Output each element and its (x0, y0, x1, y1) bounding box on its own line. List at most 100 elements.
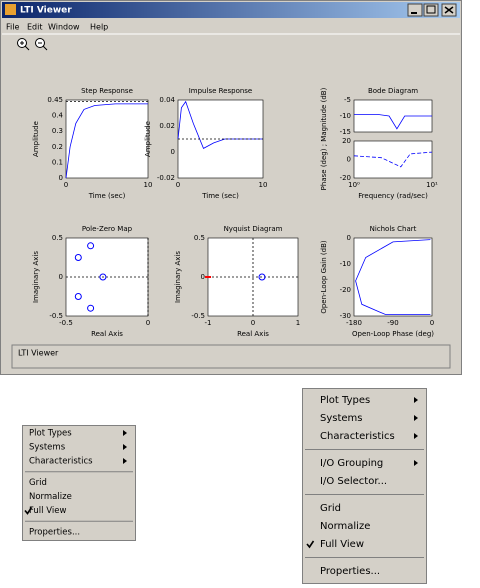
x-tick-label: 10 (144, 181, 153, 189)
y-tick-label: 20 (342, 137, 351, 145)
zoom-in-glyph (20, 41, 30, 51)
x-axis-label: Open-Loop Phase (deg) (352, 330, 434, 338)
response-curve (65, 103, 148, 179)
y-tick-label: 0.02 (159, 122, 175, 130)
menu-item[interactable]: Systems (29, 443, 66, 453)
y-tick-label: -20 (340, 286, 351, 294)
x-tick-label: -1 (205, 319, 212, 327)
menu-item[interactable]: File (6, 23, 19, 32)
zero-marker (87, 304, 95, 312)
plot-title: Step Response (81, 87, 133, 95)
app-icon (5, 4, 16, 15)
y-axis-label: Imaginary Axis (32, 251, 40, 303)
y-tick-label: 0.5 (194, 234, 205, 242)
response-curve (354, 114, 432, 130)
response-curve (355, 239, 431, 315)
x-tick-label: 0 (430, 319, 434, 327)
y-tick-label: 0.5 (52, 234, 63, 242)
y-tick-label: -0.02 (157, 174, 175, 182)
menu-item[interactable]: Characteristics (320, 431, 395, 442)
submenu-arrow (123, 458, 127, 464)
y-tick-label: 0.3 (52, 127, 63, 135)
menu-item[interactable]: Help (90, 23, 108, 32)
y-axis-label: Open-Loop Gain (dB) (320, 240, 328, 314)
toolbar (17, 38, 48, 51)
plot-title: Pole-Zero Map (82, 225, 133, 233)
window-title: LTI Viewer (20, 6, 72, 16)
y-tick-label: 0.4 (52, 112, 64, 120)
plot-title: Bode Diagram (368, 87, 418, 95)
menu-item[interactable]: Systems (320, 413, 363, 424)
menu-item[interactable]: Plot Types (320, 395, 370, 406)
menu-item[interactable]: Full View (320, 539, 364, 550)
check-mark (306, 540, 315, 549)
y-tick-label: 0 (171, 148, 175, 156)
title-bar (2, 2, 460, 18)
status-text: LTI Viewer (18, 349, 59, 358)
menu-item[interactable]: Characteristics (29, 457, 93, 467)
y-tick-label: -15 (340, 128, 351, 136)
menu-item[interactable]: Grid (320, 503, 341, 514)
y-tick-label: -0.5 (49, 312, 63, 320)
y-axis-label: Amplitude (144, 121, 152, 157)
menu-item[interactable]: Full View (29, 506, 66, 516)
response-curve (177, 100, 263, 149)
y-tick-label: -10 (340, 260, 351, 268)
submenu-arrow (414, 433, 418, 439)
plot-axes (353, 140, 433, 179)
zero-marker (74, 254, 82, 261)
y-tick-label: 0.04 (159, 96, 175, 104)
plot-axes (353, 237, 433, 317)
submenu-arrow (414, 460, 418, 466)
submenu-arrow (414, 397, 418, 403)
y-axis-label: Amplitude (32, 121, 40, 157)
y-tick-label: 0 (347, 234, 351, 242)
x-tick-label: -90 (387, 319, 398, 327)
menu-item[interactable]: Edit (27, 23, 43, 32)
menu-item[interactable]: Normalize (29, 492, 72, 502)
menu-item[interactable]: Plot Types (29, 429, 72, 439)
x-axis-label: Real Axis (91, 330, 123, 338)
menu-item[interactable]: Window (48, 23, 80, 32)
submenu-arrow (123, 444, 127, 450)
x-axis-label: Time (sec) (201, 192, 239, 200)
menu-item[interactable]: Grid (29, 478, 47, 488)
x-tick-label: 0 (176, 181, 180, 189)
y-tick-label: 0 (59, 174, 63, 182)
menu-item[interactable]: Properties... (320, 566, 380, 577)
minimize-button[interactable] (407, 3, 423, 17)
x-tick-label: 10¹ (426, 181, 438, 189)
maximize-glyph (426, 5, 436, 14)
y-tick-label: -30 (340, 312, 351, 320)
x-tick-label: 1 (296, 319, 300, 327)
y-tick-label: 0.1 (52, 158, 63, 166)
plot-title: Nichols Chart (370, 225, 417, 233)
submenu-arrow (123, 430, 127, 436)
y-tick-label: 0 (201, 273, 205, 281)
x-axis-label: Frequency (rad/sec) (358, 192, 428, 200)
menu-item[interactable]: Normalize (320, 521, 370, 532)
y-axis-label: Imaginary Axis (174, 251, 182, 303)
plot-axes (65, 99, 149, 179)
nyquist-loop (258, 273, 266, 281)
menu-item[interactable]: Properties... (29, 528, 80, 538)
y-tick-label: 0.2 (52, 143, 63, 151)
plot-title: Nyquist Diagram (224, 225, 283, 233)
y-tick-label: 0 (347, 156, 351, 164)
y-tick-label: -5 (344, 96, 351, 104)
zero-marker (99, 273, 107, 281)
y-tick-label: 0 (59, 273, 63, 281)
x-tick-label: -180 (346, 319, 362, 327)
y-tick-label: -10 (340, 112, 351, 120)
x-tick-label: -0.5 (59, 319, 73, 327)
response-curve (353, 151, 433, 168)
y-tick-label: -0.5 (191, 312, 205, 320)
menu-bar: File Edit Window Help (6, 23, 108, 32)
check-mark (24, 507, 33, 515)
y-tick-label: 0.45 (47, 96, 63, 104)
menu-item[interactable]: I/O Selector... (320, 476, 387, 487)
menu-item[interactable]: I/O Grouping (320, 458, 383, 469)
plot-title: Impulse Response (189, 87, 253, 95)
close-glyph (444, 6, 454, 14)
